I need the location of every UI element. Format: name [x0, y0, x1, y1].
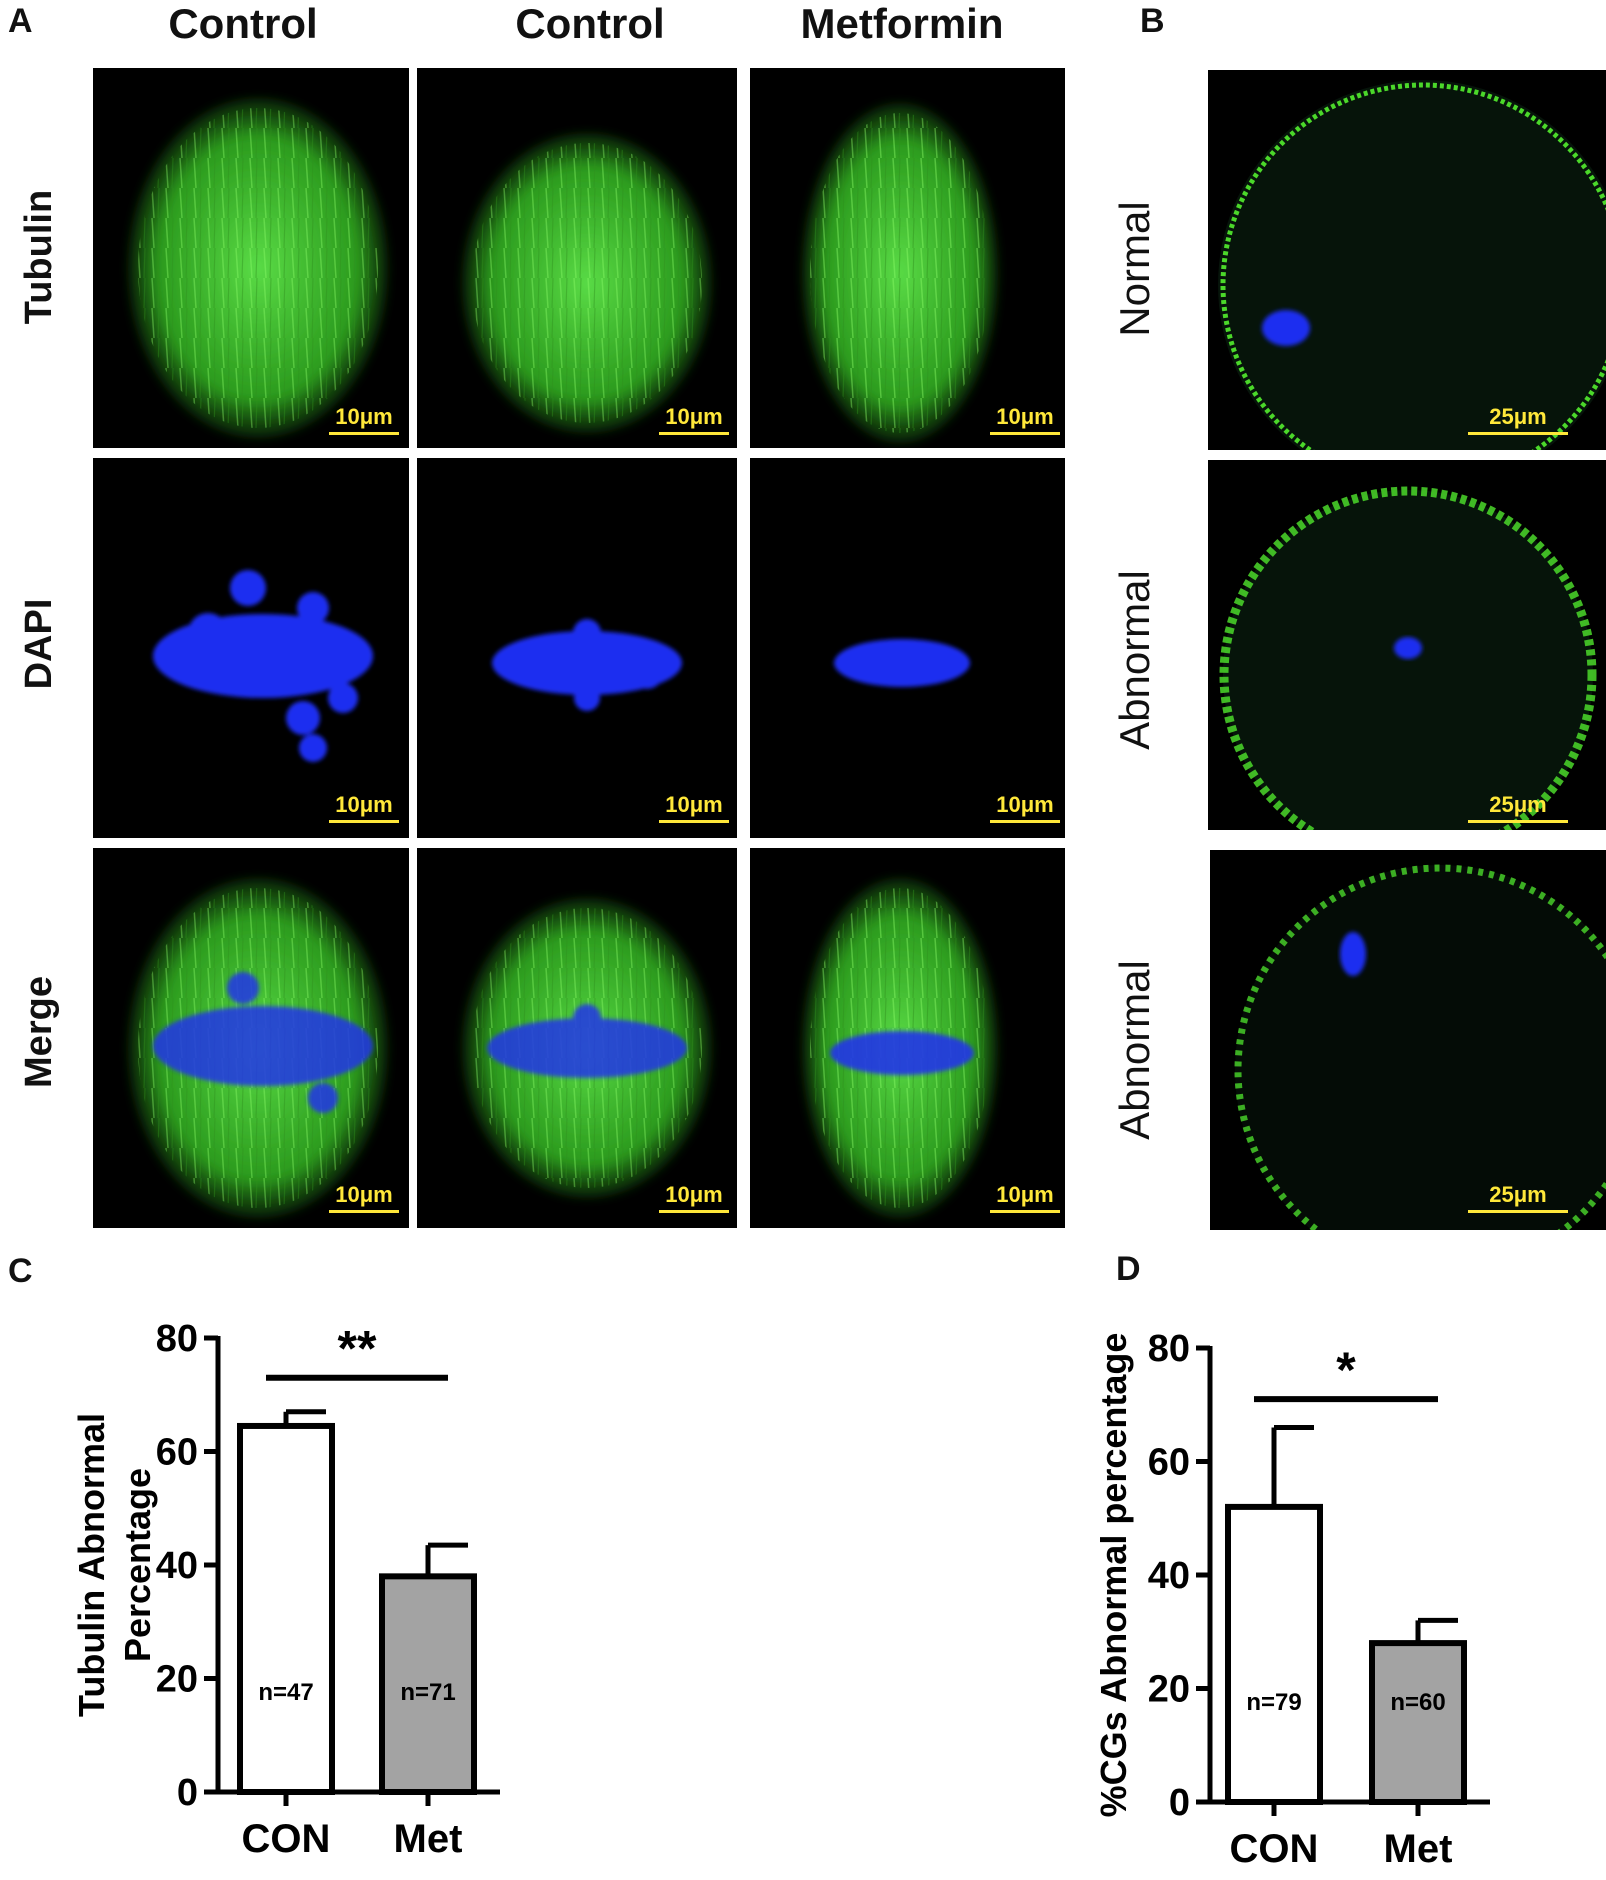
chart-d-bar-label-0: n=79 — [1246, 1689, 1301, 1716]
scale-bar-cg-abnormal-2: 25μm — [1468, 1182, 1568, 1213]
chart-c-bar-0 — [237, 1422, 335, 1795]
row-label-normal: Normal — [1111, 201, 1158, 337]
chart-c-ytick-label-1: 20 — [156, 1659, 198, 1701]
chart-d-ytick-label-1: 20 — [1148, 1669, 1190, 1711]
micrograph-dapi-metformin — [750, 458, 1065, 838]
scale-bar-merge-metformin: 10μm — [990, 1182, 1060, 1213]
scale-bar-merge-control-1: 10μm — [329, 1182, 399, 1213]
chart-c-significance-mark: ** — [338, 1321, 377, 1377]
chart-d-ytick-label-2: 40 — [1148, 1555, 1190, 1597]
chart-d-bar-1 — [1369, 1640, 1467, 1805]
panel-letter-c: C — [8, 1252, 33, 1290]
chart-d-ytick-label-3: 60 — [1148, 1442, 1190, 1484]
chart-c: 0 20 40 60 80 Tubulin Abnormal Percentage n=47 C… — [60, 1280, 620, 1870]
chart-d-category-1: Met — [1384, 1827, 1453, 1871]
chart-c-svg: 0 20 40 60 80 Tubulin Abnormal Percentage n=47 C… — [71, 1318, 500, 1861]
chart-c-ylabel-line-1: Percentage — [117, 1468, 158, 1662]
scale-bar-tubulin-control-1: 10μm — [329, 404, 399, 435]
micrograph-cg-abnormal-1 — [1208, 460, 1606, 830]
chart-c-bar-label-0: n=47 — [258, 1679, 313, 1706]
micrograph-dapi-control-2 — [417, 458, 737, 838]
micrograph-merge-control-2 — [417, 848, 737, 1228]
chart-c-ytick-label-2: 40 — [156, 1545, 198, 1587]
column-title-control-1: Control — [168, 0, 318, 47]
chart-d-significance-mark: * — [1336, 1342, 1356, 1398]
micrograph-tubulin-control-1 — [93, 68, 409, 448]
micrograph-merge-metformin — [750, 848, 1065, 1228]
scale-bar-cg-normal: 25μm — [1468, 404, 1568, 435]
scale-bar-tubulin-control-2: 10μm — [659, 404, 729, 435]
chart-c-category-0: CON — [242, 1817, 331, 1861]
scale-bar-dapi-metformin: 10μm — [990, 792, 1060, 823]
chart-d: 0 20 40 60 80 %CGs Abnormal percentage n=79 CON… — [1100, 1290, 1606, 1880]
chart-d-ylabel-line-0: %CGs Abnormal percentage — [1100, 1333, 1134, 1818]
chart-d-bar-0 — [1225, 1503, 1323, 1805]
chart-c-category-1: Met — [394, 1817, 463, 1861]
panel-letter-a: A — [8, 2, 33, 40]
row-label-abnormal-2: Abnormal — [1111, 960, 1158, 1140]
micrograph-cg-normal — [1208, 70, 1606, 450]
row-label-tubulin: Tubulin — [18, 189, 60, 325]
micrograph-dapi-control-1 — [93, 458, 409, 838]
chart-d-category-0: CON — [1230, 1827, 1319, 1871]
chart-c-ylabel-line-0: Tubulin Abnormal — [71, 1413, 112, 1717]
micrograph-merge-control-1 — [93, 848, 409, 1228]
scale-bar-merge-control-2: 10μm — [659, 1182, 729, 1213]
micrograph-cg-abnormal-2 — [1210, 850, 1606, 1230]
chart-d-bar-label-1: n=60 — [1390, 1689, 1445, 1716]
row-label-merge: Merge — [18, 976, 60, 1088]
scale-bar-dapi-control-2: 10μm — [659, 792, 729, 823]
chart-c-ytick-label-0: 0 — [177, 1772, 198, 1814]
chart-c-ytick-label-3: 60 — [156, 1432, 198, 1474]
scale-bar-dapi-control-1: 10μm — [329, 792, 399, 823]
panel-letter-b: B — [1140, 2, 1165, 40]
chart-d-svg: 0 20 40 60 80 %CGs Abnormal percentage n=79 CON… — [1100, 1328, 1490, 1871]
chart-c-bar-label-1: n=71 — [400, 1679, 455, 1706]
panel-letter-d: D — [1116, 1250, 1141, 1288]
micrograph-tubulin-control-2 — [417, 68, 737, 448]
chart-d-ytick-label-0: 0 — [1169, 1782, 1190, 1824]
column-title-control-2: Control — [515, 0, 665, 47]
scale-bar-tubulin-metformin: 10μm — [990, 404, 1060, 435]
row-label-dapi: DAPI — [18, 598, 60, 690]
chart-d-ytick-label-4: 80 — [1148, 1328, 1190, 1370]
scale-bar-cg-abnormal-1: 25μm — [1468, 792, 1568, 823]
micrograph-tubulin-metformin — [750, 68, 1065, 448]
row-label-abnormal-1: Abnormal — [1111, 570, 1158, 750]
column-title-metformin: Metformin — [800, 0, 1004, 47]
chart-c-ytick-label-4: 80 — [156, 1318, 198, 1360]
